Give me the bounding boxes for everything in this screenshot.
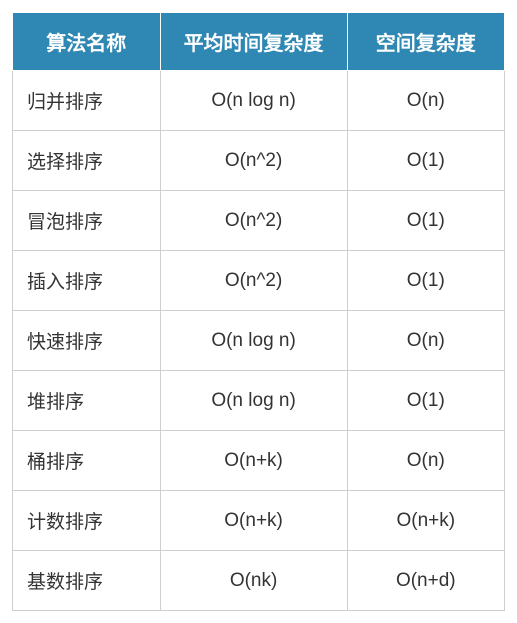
cell-space: O(1) bbox=[347, 191, 504, 251]
table-row: 基数排序 O(nk) O(n+d) bbox=[13, 551, 505, 611]
table-row: 插入排序 O(n^2) O(1) bbox=[13, 251, 505, 311]
cell-time: O(n log n) bbox=[160, 71, 347, 131]
cell-time: O(nk) bbox=[160, 551, 347, 611]
table-row: 桶排序 O(n+k) O(n) bbox=[13, 431, 505, 491]
table-row: 冒泡排序 O(n^2) O(1) bbox=[13, 191, 505, 251]
cell-algo: 插入排序 bbox=[13, 251, 161, 311]
cell-time: O(n+k) bbox=[160, 431, 347, 491]
cell-algo: 冒泡排序 bbox=[13, 191, 161, 251]
table-row: 计数排序 O(n+k) O(n+k) bbox=[13, 491, 505, 551]
cell-algo: 桶排序 bbox=[13, 431, 161, 491]
cell-space: O(n) bbox=[347, 311, 504, 371]
cell-space: O(n+k) bbox=[347, 491, 504, 551]
cell-time: O(n+k) bbox=[160, 491, 347, 551]
cell-space: O(1) bbox=[347, 131, 504, 191]
table-header-row: 算法名称 平均时间复杂度 空间复杂度 bbox=[13, 13, 505, 71]
cell-algo: 基数排序 bbox=[13, 551, 161, 611]
cell-algo: 选择排序 bbox=[13, 131, 161, 191]
col-header-space: 空间复杂度 bbox=[347, 13, 504, 71]
cell-space: O(1) bbox=[347, 251, 504, 311]
cell-algo: 快速排序 bbox=[13, 311, 161, 371]
cell-algo: 归并排序 bbox=[13, 71, 161, 131]
col-header-algo: 算法名称 bbox=[13, 13, 161, 71]
cell-space: O(1) bbox=[347, 371, 504, 431]
cell-time: O(n^2) bbox=[160, 191, 347, 251]
cell-algo: 堆排序 bbox=[13, 371, 161, 431]
cell-algo: 计数排序 bbox=[13, 491, 161, 551]
cell-space: O(n) bbox=[347, 431, 504, 491]
table-row: 选择排序 O(n^2) O(1) bbox=[13, 131, 505, 191]
cell-time: O(n^2) bbox=[160, 251, 347, 311]
cell-space: O(n) bbox=[347, 71, 504, 131]
cell-time: O(n log n) bbox=[160, 311, 347, 371]
table-row: 快速排序 O(n log n) O(n) bbox=[13, 311, 505, 371]
complexity-table: 算法名称 平均时间复杂度 空间复杂度 归并排序 O(n log n) O(n) … bbox=[12, 12, 505, 611]
table-row: 堆排序 O(n log n) O(1) bbox=[13, 371, 505, 431]
table-row: 归并排序 O(n log n) O(n) bbox=[13, 71, 505, 131]
cell-space: O(n+d) bbox=[347, 551, 504, 611]
cell-time: O(n^2) bbox=[160, 131, 347, 191]
cell-time: O(n log n) bbox=[160, 371, 347, 431]
col-header-time: 平均时间复杂度 bbox=[160, 13, 347, 71]
